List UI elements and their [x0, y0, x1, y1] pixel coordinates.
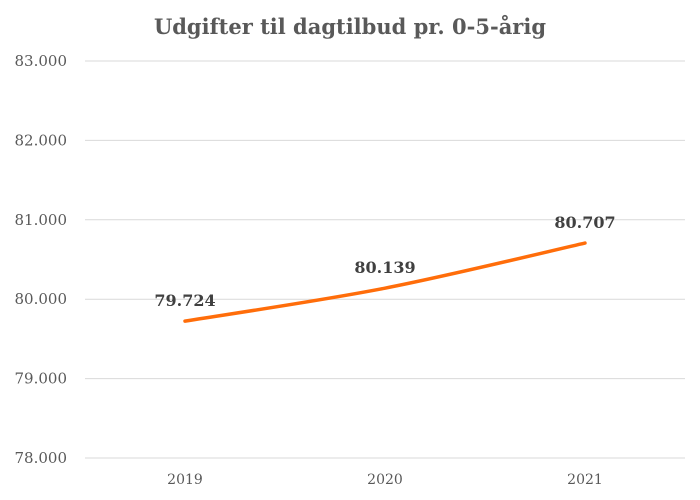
chart-title: Udgifter til dagtilbud pr. 0-5-årig: [154, 14, 546, 39]
y-tick-label: 79.000: [15, 370, 68, 388]
data-label: 80.139: [354, 258, 415, 277]
x-tick-label: 2021: [567, 472, 603, 488]
y-tick-label: 80.000: [15, 290, 68, 308]
x-tick-label: 2020: [367, 472, 403, 488]
y-tick-label: 81.000: [15, 211, 68, 229]
y-tick-label: 78.000: [15, 449, 68, 467]
series-line: [183, 241, 587, 323]
data-label: 79.724: [154, 291, 215, 310]
y-tick-label: 83.000: [15, 52, 68, 70]
y-tick-label: 82.000: [15, 131, 68, 149]
x-tick-label: 2019: [167, 472, 203, 488]
data-label: 80.707: [554, 213, 615, 232]
